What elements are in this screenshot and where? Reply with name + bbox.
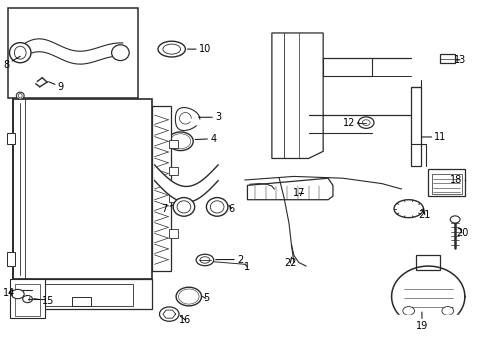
- Bar: [10, 279, 45, 318]
- Ellipse shape: [177, 201, 191, 213]
- Ellipse shape: [172, 135, 188, 147]
- Ellipse shape: [23, 296, 32, 303]
- Ellipse shape: [210, 201, 224, 213]
- Bar: [411, 87, 421, 166]
- Bar: [152, 107, 171, 271]
- Bar: [416, 255, 441, 270]
- Bar: [441, 54, 455, 63]
- Ellipse shape: [159, 307, 179, 321]
- Bar: [169, 229, 178, 238]
- Text: 8: 8: [3, 56, 20, 69]
- Text: 7: 7: [161, 204, 172, 214]
- Ellipse shape: [196, 254, 214, 266]
- Text: 20: 20: [456, 228, 468, 238]
- Bar: [8, 8, 138, 98]
- Text: 13: 13: [454, 55, 466, 65]
- Text: 19: 19: [416, 312, 428, 331]
- Text: 14: 14: [3, 288, 15, 298]
- Ellipse shape: [178, 289, 199, 304]
- Text: 9: 9: [49, 82, 64, 92]
- Bar: [27, 107, 147, 271]
- Ellipse shape: [403, 307, 415, 315]
- Ellipse shape: [112, 45, 129, 60]
- Ellipse shape: [9, 42, 31, 63]
- Text: 17: 17: [293, 188, 305, 198]
- Bar: [169, 140, 178, 148]
- Text: 2: 2: [216, 255, 243, 265]
- Ellipse shape: [450, 216, 460, 223]
- Ellipse shape: [168, 132, 193, 150]
- Ellipse shape: [18, 94, 22, 98]
- Polygon shape: [247, 178, 333, 200]
- Ellipse shape: [14, 46, 26, 59]
- Text: 22: 22: [284, 257, 296, 268]
- Text: 4: 4: [195, 134, 216, 144]
- Bar: [13, 99, 152, 279]
- Bar: [72, 297, 91, 306]
- Ellipse shape: [170, 134, 191, 149]
- Bar: [7, 134, 15, 144]
- Ellipse shape: [11, 289, 24, 299]
- Ellipse shape: [362, 120, 370, 126]
- Bar: [7, 252, 15, 266]
- Ellipse shape: [394, 200, 423, 218]
- Ellipse shape: [358, 117, 374, 129]
- Ellipse shape: [158, 41, 185, 57]
- Ellipse shape: [176, 287, 201, 306]
- Text: 10: 10: [187, 44, 211, 54]
- Bar: [27, 284, 133, 306]
- Text: 18: 18: [450, 175, 466, 185]
- Bar: [18, 279, 152, 309]
- Text: 11: 11: [422, 132, 446, 142]
- Text: 21: 21: [418, 209, 431, 220]
- Ellipse shape: [173, 198, 195, 216]
- Ellipse shape: [206, 198, 228, 216]
- Ellipse shape: [163, 44, 180, 54]
- Polygon shape: [392, 266, 465, 327]
- Bar: [169, 167, 178, 175]
- Text: 5: 5: [202, 293, 209, 303]
- Bar: [15, 284, 40, 316]
- Ellipse shape: [180, 291, 197, 303]
- Polygon shape: [272, 33, 323, 158]
- Ellipse shape: [442, 307, 454, 315]
- Ellipse shape: [200, 257, 210, 263]
- Text: 15: 15: [34, 296, 55, 306]
- Bar: [169, 194, 178, 202]
- Bar: [428, 169, 465, 196]
- Text: 16: 16: [179, 315, 192, 325]
- Text: 3: 3: [198, 112, 221, 122]
- Bar: [432, 174, 462, 194]
- Text: 1: 1: [245, 262, 250, 272]
- Text: 6: 6: [228, 204, 234, 214]
- Ellipse shape: [16, 92, 24, 99]
- Text: 12: 12: [343, 118, 359, 128]
